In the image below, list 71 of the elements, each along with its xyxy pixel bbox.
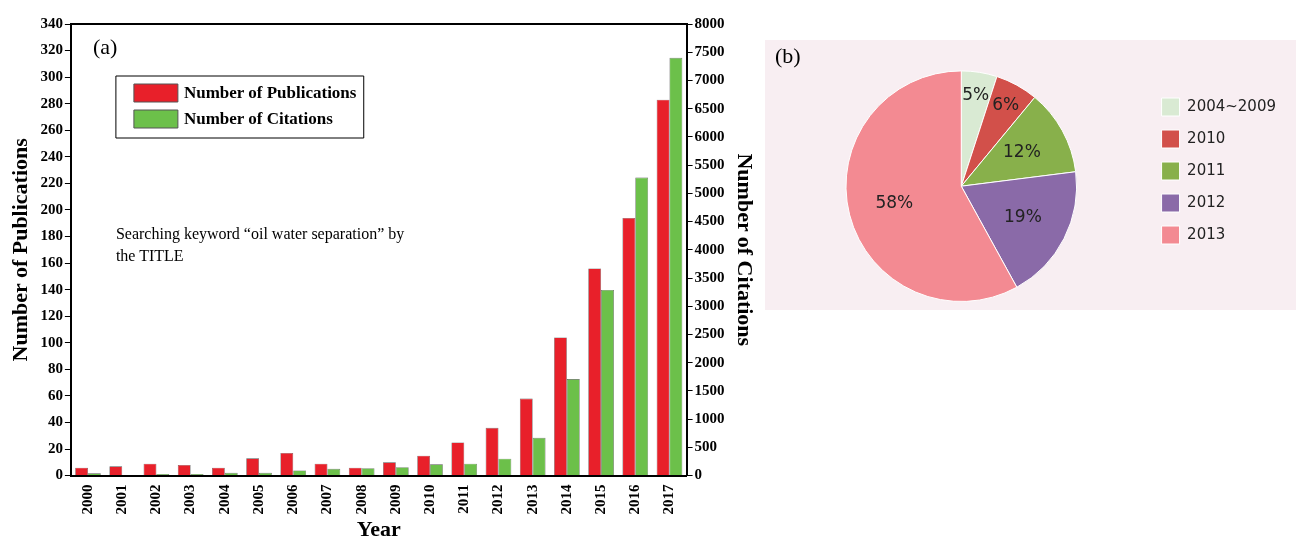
x-tick-label: 2004 [215,484,232,515]
x-tick-label: 2006 [284,484,301,515]
legend-label: 2010 [1187,128,1226,147]
data-label: 58% [875,191,914,212]
x-tick-label: 2003 [181,484,198,515]
y-tick-label: 40 [47,413,63,430]
y2-tick-label: 4000 [694,240,725,257]
legend-label: 2013 [1187,224,1226,243]
legend-label: 2011 [1187,160,1226,179]
y-tick-label: 260 [40,121,63,138]
y-axis-title: Number of Publications [6,137,32,362]
y-tick-label: 0 [55,466,63,483]
y2-tick-label: 6500 [694,99,725,116]
y2-tick-label: 2000 [694,353,725,370]
y2-tick-label: 1000 [694,410,725,427]
y-tick-label: 20 [47,439,63,456]
x-axis-title: Year [356,516,401,542]
y2-tick-label: 500 [694,438,718,455]
legend-label: 2004~2009 [1187,96,1277,115]
y-tick-label: 140 [40,280,63,297]
text: (a) [92,34,118,59]
y2-axis-title: Number of Citations [733,153,759,347]
x-tick-label: 2015 [591,484,608,515]
x-tick-label: 2001 [113,484,130,515]
y2-tick-label: 1500 [694,381,725,398]
y2-tick-label: 8000 [694,14,725,31]
y2-tick-label: 6000 [694,127,725,144]
data-label: 5% [962,83,990,104]
y2-tick-label: 3500 [694,268,725,285]
legend-label: 2012 [1187,192,1226,211]
x-tick-label: 2011 [455,484,472,514]
y2-tick-label: 0 [694,466,703,483]
y-tick-label: 320 [40,41,63,58]
y2-tick-label: 5000 [694,184,725,201]
x-tick-label: 2017 [660,484,677,515]
y-tick-label: 300 [40,68,63,84]
y-tick-label: 60 [47,386,63,403]
y2-tick-label: 2500 [694,325,725,342]
y2-tick-label: 5500 [694,156,725,172]
y2-tick-label: 7500 [694,43,725,60]
x-tick-label: 2014 [557,484,574,515]
x-tick-label: 2009 [386,484,403,515]
y-tick-label: 280 [40,94,63,111]
x-tick-label: 2008 [352,484,369,515]
x-tick-label: 2012 [489,484,506,515]
y2-tick-label: 7000 [694,71,725,88]
x-tick-label: 2010 [420,484,437,515]
y-tick-label: 160 [40,253,63,270]
legend-label: Number of Publications [183,83,357,103]
chart-title: (b) [775,42,801,68]
x-tick-label: 2016 [626,484,643,515]
data-label: 12% [1003,141,1041,162]
y-tick-label: 100 [40,333,63,350]
data-label: 19% [1004,206,1042,227]
x-tick-label: 2005 [249,484,266,515]
y2-tick-label: 3000 [694,297,725,314]
y-tick-label: 80 [47,360,63,377]
x-tick-label: 2002 [147,484,164,515]
annotation: Searching keyword “oil water separation” by the TITLE [115,225,405,264]
y-tick-label: 180 [40,227,63,244]
x-tick-label: 2000 [78,484,95,515]
x-tick-label: 2013 [523,484,540,515]
y-tick-label: 220 [40,174,63,191]
y-tick-label: 240 [40,147,63,164]
y2-tick-label: 4500 [694,212,725,229]
x-tick-label: 2007 [318,484,335,515]
y-tick-label: 340 [40,14,63,31]
data-label: 6% [992,93,1020,114]
y-tick-label: 200 [40,200,63,217]
legend-label: Number of Citations [183,109,334,129]
y-tick-label: 120 [40,307,63,324]
